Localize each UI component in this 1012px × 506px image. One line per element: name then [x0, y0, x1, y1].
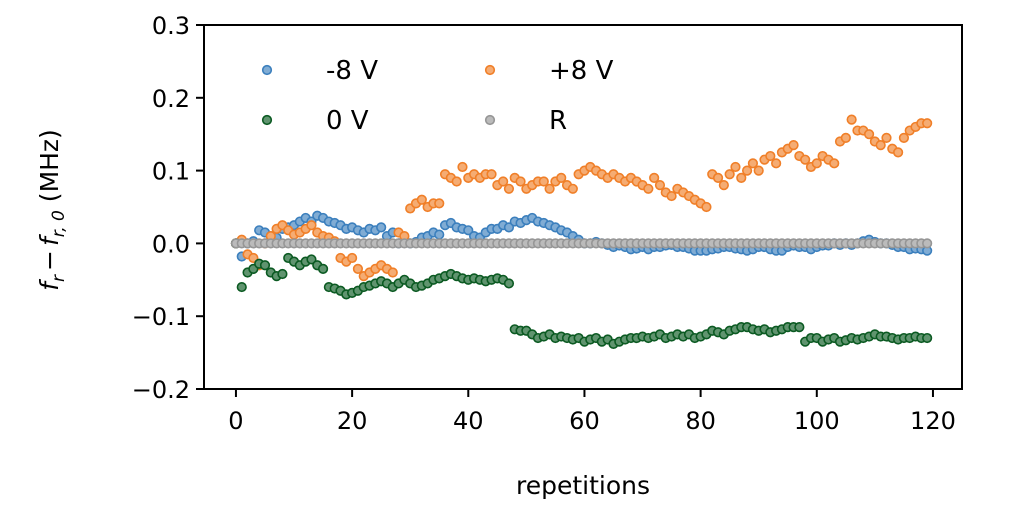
- data-point: [317, 263, 329, 274]
- data-point: [347, 252, 358, 264]
- data-point: [544, 183, 555, 194]
- data-point: [248, 252, 259, 264]
- x-tick-label: 120: [910, 407, 956, 435]
- data-point: [503, 278, 515, 289]
- y-tick-label: 0.3: [152, 12, 190, 40]
- data-point: [922, 238, 933, 249]
- legend-entry: R: [484, 106, 567, 136]
- legend-label: 0 V: [326, 106, 369, 136]
- data-point: [538, 176, 549, 187]
- y-label-sub-r: r: [49, 274, 69, 282]
- data-point: [829, 158, 840, 169]
- data-point: [515, 176, 526, 187]
- y-tick-label: 0.0: [152, 230, 190, 258]
- legend-entry: +8 V: [484, 56, 614, 86]
- x-tick-label: 20: [337, 407, 368, 435]
- data-point: [771, 158, 782, 169]
- data-point: [875, 140, 886, 151]
- data-point: [416, 194, 427, 205]
- data-point: [736, 172, 747, 183]
- legend-entry: -8 V: [261, 56, 378, 86]
- data-point: [434, 198, 445, 209]
- x-tick-label: 60: [569, 407, 600, 435]
- legend-marker: [261, 64, 273, 76]
- data-point: [649, 172, 660, 183]
- data-point: [730, 161, 741, 173]
- data-point: [788, 140, 799, 151]
- y-label-minus: −: [35, 250, 64, 271]
- data-point: [881, 132, 892, 143]
- y-label-unit: (MHz): [35, 129, 64, 202]
- x-tick-label: 40: [453, 407, 484, 435]
- data-point: [306, 220, 317, 231]
- data-point: [556, 172, 567, 183]
- data-point: [486, 169, 497, 180]
- data-point: [457, 161, 468, 173]
- axis-ticks: 0 20 40 60 80 100 120 −0.2 −0.1 0.0 0.1 0.2 0.3: [132, 12, 956, 435]
- legend-label: +8 V: [549, 56, 614, 86]
- data-point: [277, 268, 288, 280]
- data-point: [498, 176, 509, 187]
- x-tick-label: 100: [794, 407, 840, 435]
- data-point: [567, 183, 578, 194]
- legend-marker: [484, 114, 496, 126]
- data-point: [800, 154, 811, 165]
- data-point: [863, 129, 875, 140]
- series-r: [230, 238, 933, 249]
- data-points: [230, 114, 933, 349]
- legend-marker: [261, 114, 273, 126]
- data-point: [503, 222, 515, 233]
- data-point: [259, 260, 271, 271]
- data-point: [922, 118, 933, 129]
- data-point: [306, 254, 317, 265]
- data-point: [387, 267, 398, 278]
- data-point: [724, 169, 735, 180]
- data-point: [811, 158, 822, 169]
- data-point: [701, 201, 712, 213]
- data-point: [376, 222, 387, 233]
- data-point: [236, 281, 247, 293]
- legend: -8 V +8 V 0 V R: [261, 56, 614, 136]
- legend-entry: 0 V: [261, 106, 369, 136]
- data-point: [352, 263, 364, 274]
- data-point: [846, 114, 857, 125]
- data-point: [840, 132, 851, 143]
- data-point: [434, 229, 445, 240]
- x-tick-label: 0: [228, 407, 243, 435]
- data-point: [765, 150, 776, 162]
- data-point: [922, 332, 933, 344]
- data-point: [718, 180, 729, 191]
- plot-frame: [203, 24, 963, 390]
- data-point: [753, 165, 764, 176]
- y-tick-label: −0.2: [132, 376, 190, 404]
- y-label-sub-r0: r, 0: [49, 210, 69, 237]
- y-tick-label: −0.1: [132, 303, 190, 331]
- legend-label: R: [549, 106, 567, 136]
- data-point: [794, 322, 805, 333]
- legend-label: -8 V: [326, 56, 378, 86]
- data-point: [741, 165, 753, 176]
- data-point: [898, 132, 910, 143]
- y-tick-label: 0.2: [152, 85, 190, 113]
- data-point: [666, 190, 677, 202]
- data-point: [747, 158, 759, 169]
- y-tick-label: 0.1: [152, 158, 190, 186]
- data-point: [712, 172, 724, 183]
- data-point: [463, 225, 474, 236]
- x-tick-label: 80: [685, 407, 716, 435]
- legend-marker: [484, 64, 496, 76]
- data-point: [503, 183, 515, 194]
- data-point: [654, 180, 666, 191]
- series-0v: [230, 238, 933, 349]
- x-axis-label: repetitions: [516, 471, 650, 500]
- y-axis-label: fr−fr, 0(MHz): [35, 129, 69, 291]
- data-point: [451, 176, 462, 187]
- data-point: [643, 183, 654, 194]
- data-point: [893, 147, 904, 158]
